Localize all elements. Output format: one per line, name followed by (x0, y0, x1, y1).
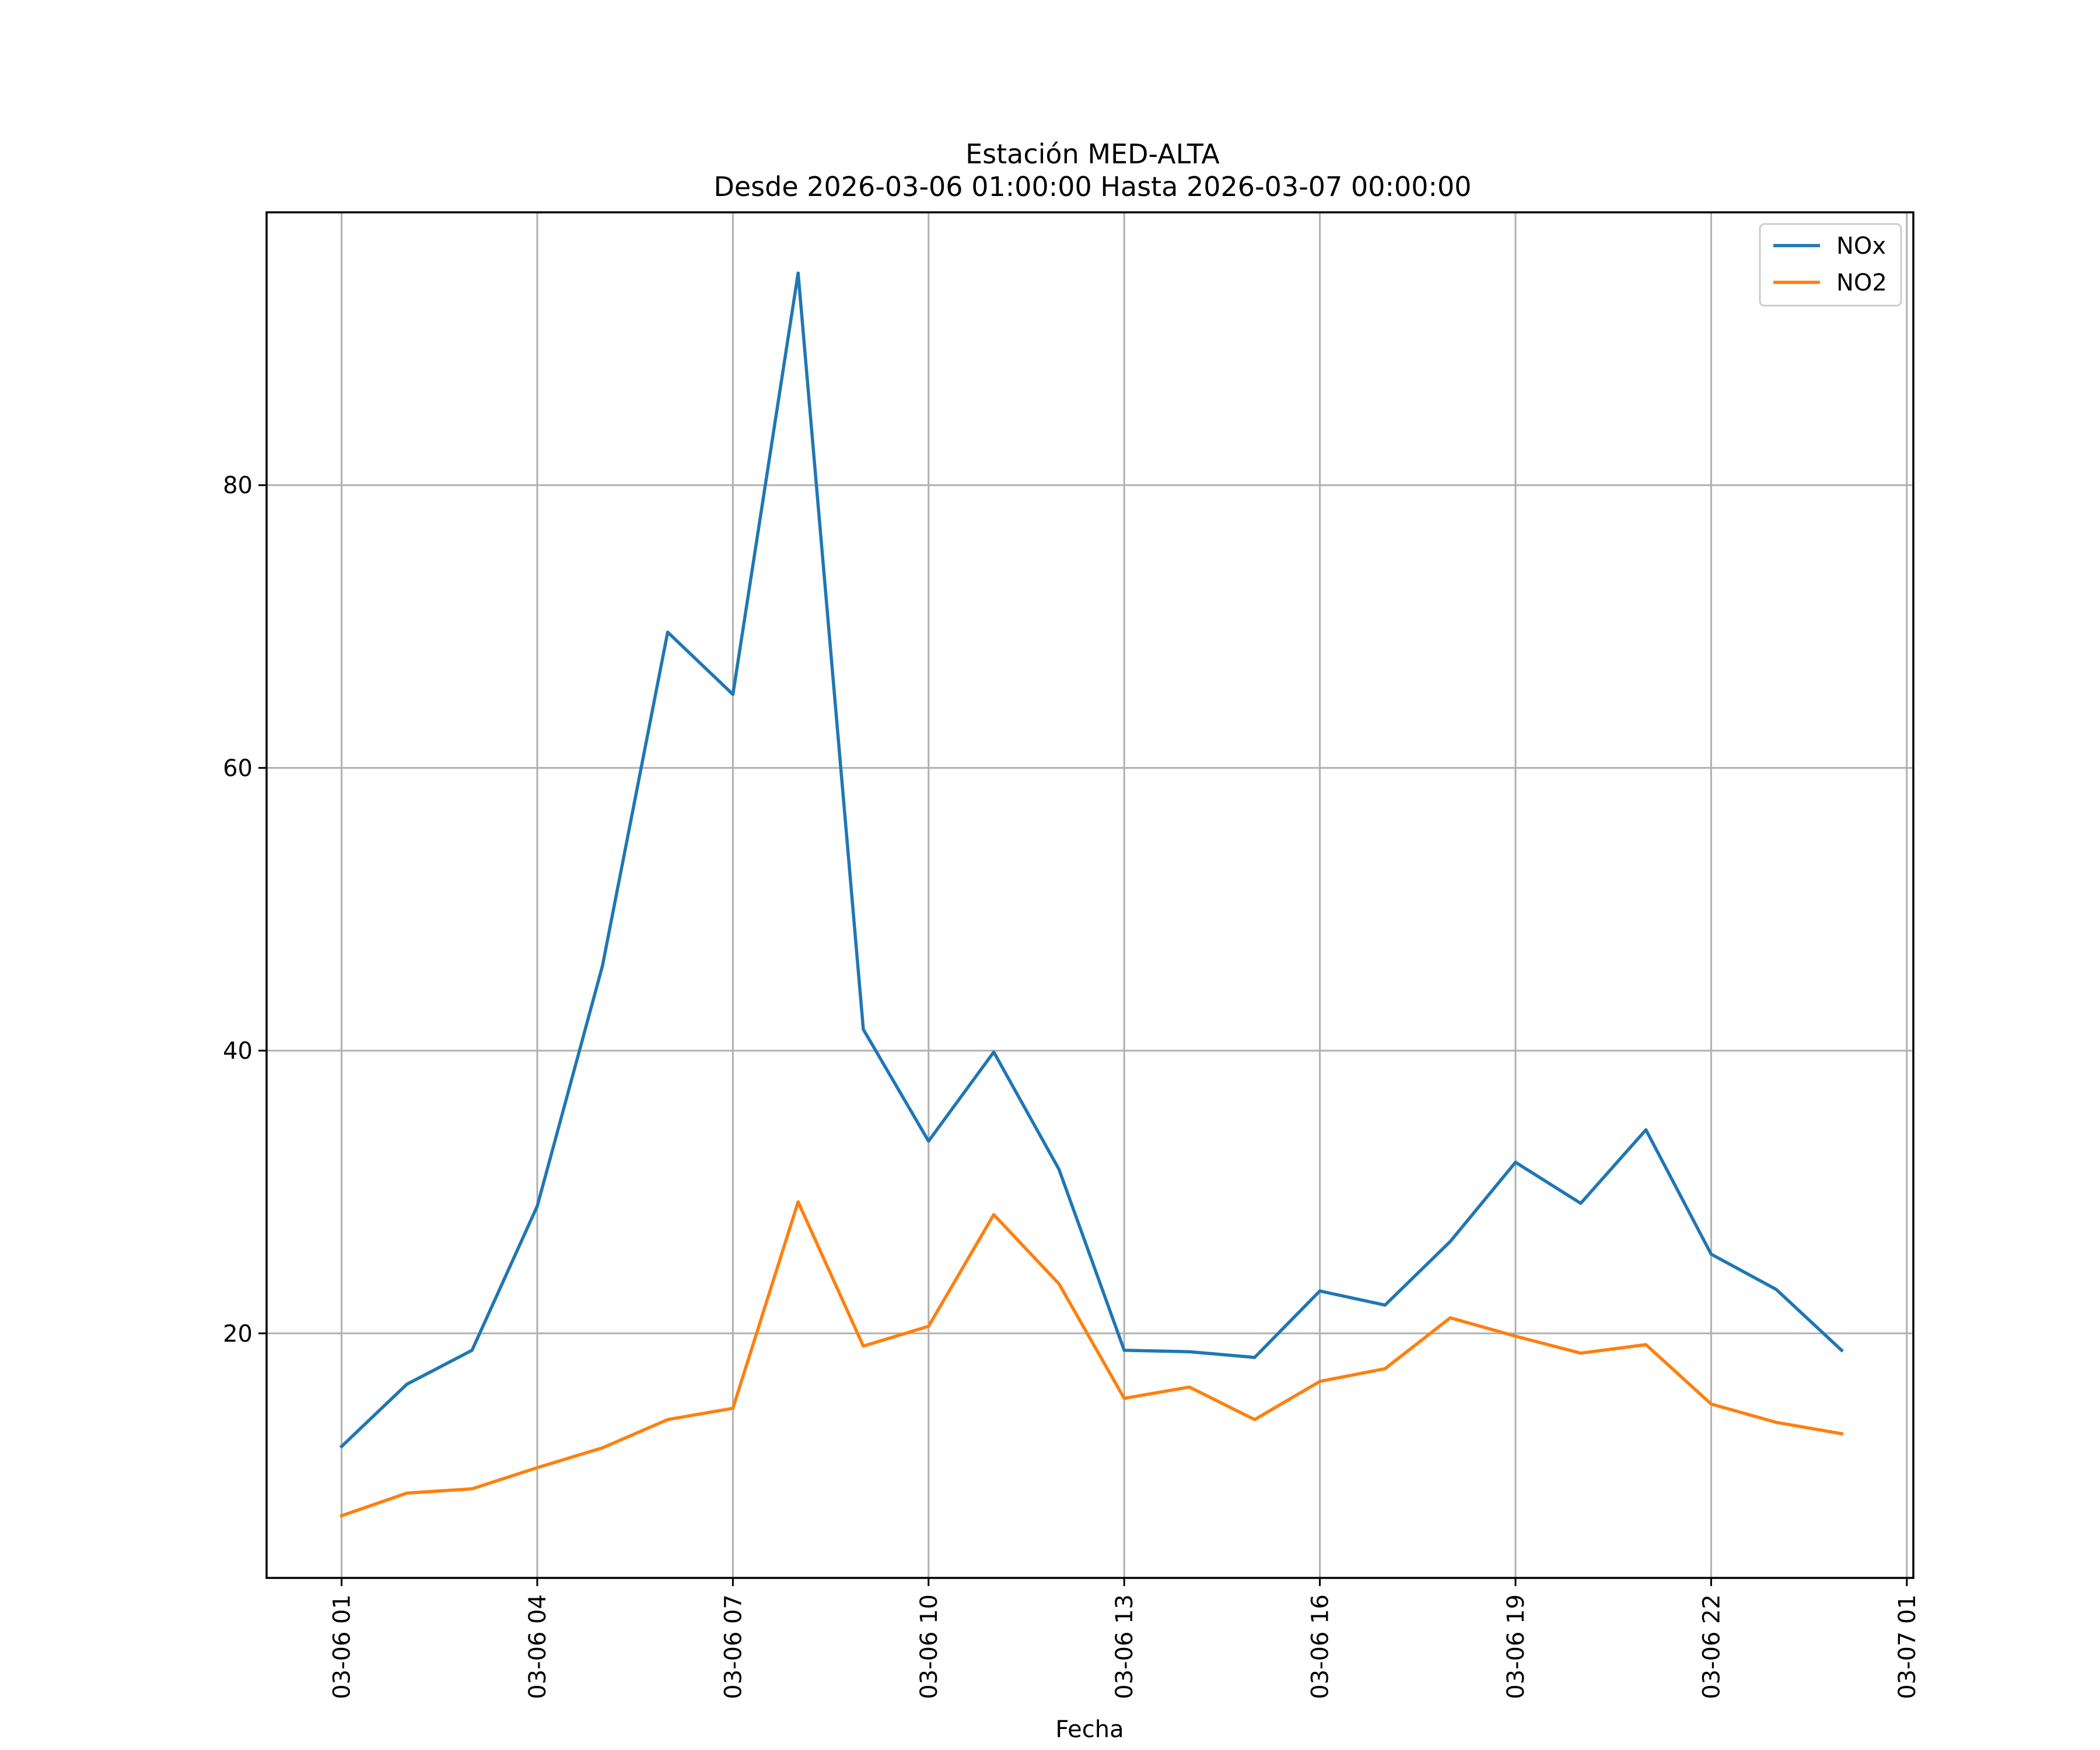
data-point-no2 (992, 1213, 996, 1216)
data-point-nox (862, 1028, 865, 1031)
data-point-nox (1774, 1288, 1778, 1292)
data-point-nox (340, 1445, 344, 1448)
data-point-no2 (470, 1487, 474, 1490)
data-point-nox (1514, 1161, 1517, 1164)
data-point-nox (601, 964, 604, 968)
grid (267, 212, 1913, 1578)
plot-frame (265, 211, 1915, 1579)
data-point-nox (1188, 1350, 1191, 1353)
y-tick-label: 40 (223, 1038, 253, 1065)
data-point-nox (1057, 1168, 1060, 1171)
data-point-no2 (1057, 1282, 1060, 1286)
legend-label-no2: NO2 (1836, 270, 1887, 296)
data-point-no2 (1579, 1352, 1583, 1355)
data-point-nox (666, 631, 670, 634)
y-tick-label: 20 (223, 1321, 253, 1348)
data-point-no2 (1644, 1343, 1648, 1346)
x-tick-label: 03-06 19 (1503, 1594, 1530, 1699)
data-point-nox (1840, 1349, 1843, 1352)
data-point-no2 (340, 1514, 344, 1517)
data-point-nox (796, 271, 800, 275)
data-point-no2 (1188, 1385, 1191, 1389)
series-group (339, 271, 1844, 1518)
data-point-nox (992, 1050, 996, 1054)
chart-subtitle: Desde 2026-03-06 01:00:00 Hasta 2026-03-… (713, 171, 1471, 202)
data-point-no2 (862, 1345, 865, 1348)
series-line-no2 (340, 1200, 1844, 1518)
x-tick-label: 03-06 01 (329, 1594, 356, 1699)
data-point-nox (1644, 1128, 1648, 1132)
data-point-no2 (1514, 1335, 1517, 1338)
data-point-nox (1383, 1303, 1387, 1307)
data-point-nox (927, 1139, 930, 1143)
data-point-nox (1318, 1289, 1322, 1293)
data-point-no2 (1448, 1316, 1452, 1320)
data-point-no2 (536, 1466, 539, 1469)
data-point-no2 (796, 1200, 800, 1203)
x-tick-label: 03-06 10 (916, 1594, 943, 1699)
series-line-nox (339, 271, 1844, 1449)
data-point-no2 (1774, 1420, 1778, 1424)
axis-ticks: 03-06 01 03-06 04 03-06 07 03-06 10 03-06 13… (223, 473, 1921, 1699)
x-tick-label: 03-06 13 (1111, 1594, 1138, 1699)
data-point-no2 (1709, 1402, 1713, 1406)
data-point-no2 (1383, 1367, 1387, 1370)
data-point-no2 (405, 1492, 408, 1495)
x-tick-label: 03-06 04 (524, 1594, 551, 1699)
data-point-nox (470, 1349, 474, 1352)
data-point-nox (1122, 1349, 1126, 1352)
x-axis-label: Fecha (1055, 1716, 1124, 1743)
legend-label-nox: NOx (1836, 233, 1886, 260)
data-point-no2 (666, 1418, 670, 1422)
data-point-no2 (1122, 1396, 1126, 1400)
y-tick-label: 80 (223, 473, 253, 499)
x-tick-label: 03-06 22 (1698, 1594, 1725, 1699)
data-point-nox (536, 1205, 539, 1208)
data-point-no2 (1840, 1432, 1843, 1436)
data-point-nox (731, 692, 734, 696)
data-point-nox (1253, 1356, 1256, 1359)
legend: NOx NO2 (1759, 223, 1902, 307)
data-point-nox (1709, 1252, 1713, 1256)
y-tick-label: 60 (223, 755, 253, 782)
data-point-nox (405, 1382, 408, 1386)
data-point-no2 (731, 1406, 734, 1410)
data-point-no2 (1318, 1380, 1322, 1383)
x-tick-label: 03-06 07 (720, 1594, 747, 1699)
data-point-nox (1579, 1202, 1583, 1205)
data-point-no2 (1253, 1418, 1256, 1422)
data-point-nox (1448, 1240, 1452, 1243)
chart-title: Estación MED-ALTA (965, 138, 1220, 170)
data-point-no2 (927, 1325, 930, 1328)
x-tick-label: 03-06 16 (1307, 1594, 1334, 1699)
data-point-no2 (601, 1446, 604, 1450)
x-tick-label: 03-07 01 (1894, 1594, 1921, 1699)
